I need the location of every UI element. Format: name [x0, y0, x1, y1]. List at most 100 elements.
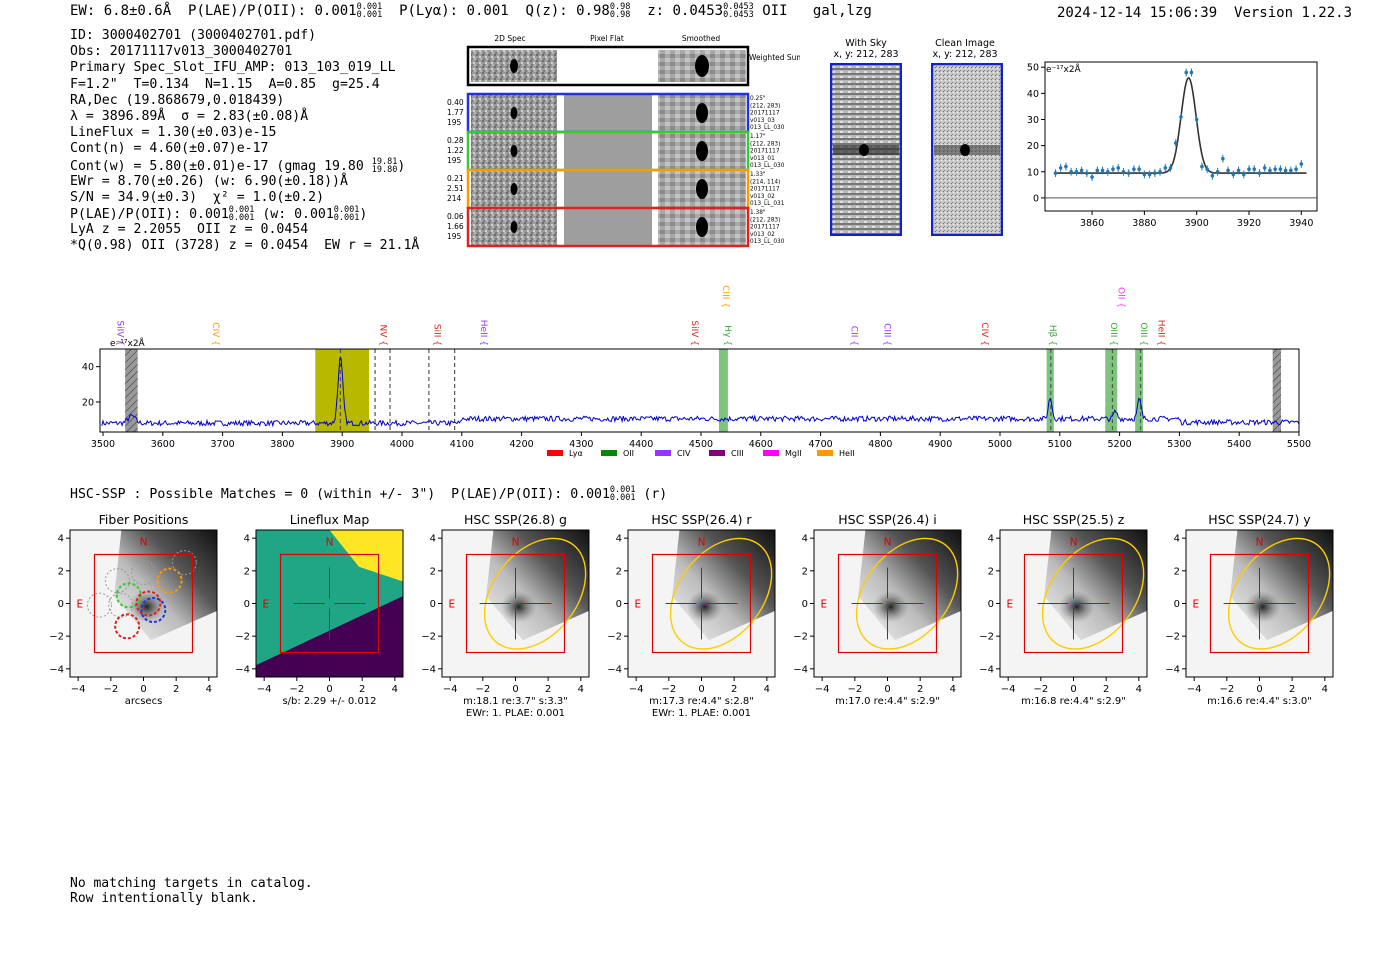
east-label: E: [820, 599, 827, 611]
footer-note: No matching targets in catalog. Row inten…: [70, 876, 313, 906]
spectrum-highlight-band: [315, 349, 370, 432]
z-line: OII: [762, 3, 788, 19]
hsc-panel-title: HSC SSP(26.4) r: [651, 512, 752, 527]
hsc-xtick-label: −2: [661, 684, 676, 695]
aperture-ellipse: [669, 537, 773, 650]
cutout-2d-source: [510, 145, 518, 157]
spectrum-xtick-label: 5000: [988, 439, 1012, 450]
search-box: [651, 553, 752, 654]
hsc-xtick-label: −4: [815, 684, 830, 695]
fit-marker: [1147, 172, 1152, 177]
cutout-panel: 2D Spec Pixel Flat Smoothed Weighted Sum…: [447, 34, 800, 248]
spectrum-line-label: OIII {: [1138, 322, 1148, 346]
legend-item: Lyα: [547, 449, 583, 458]
spectrum-line-band: [1105, 349, 1118, 432]
hsc-ytick-label: −2: [235, 632, 250, 643]
hsc-panels: Fiber Positions N E −4 −4 −2 −2 0 0 2 2 4 4 arcsecs Li…: [50, 512, 1334, 719]
hsc-xtick-label: 4: [950, 684, 956, 695]
fiber-circle: [156, 567, 183, 594]
spectrum-xtick-label: 4900: [928, 439, 952, 450]
cutout-row-meta: 1.38": [750, 210, 766, 216]
spectrum-ytick-label: 40: [82, 362, 94, 373]
fit-marker: [1163, 166, 1168, 170]
spectrum-axes-frame: [99, 348, 1300, 433]
spectrum-ylabel: e⁻¹⁷x2Å: [110, 337, 146, 349]
hsc-ytick-label: −2: [607, 632, 622, 643]
cutout-row-meta: v013_02: [750, 194, 775, 200]
hsc-ytick-label: 0: [988, 599, 994, 610]
search-box: [837, 553, 938, 654]
timestamp: 2024-12-14 15:06:39: [1057, 5, 1218, 21]
hsc-xtick-label: 0: [1256, 684, 1262, 695]
fiber-circle: [171, 550, 197, 576]
spectrum-line-label: CIV {: [979, 322, 989, 346]
cutout-row-stat: 1.77: [447, 108, 464, 117]
hsc-ytick-label: 4: [616, 534, 622, 545]
hsc-ytick-label: −4: [235, 664, 250, 675]
hsc-panel-title: Lineflux Map: [290, 512, 370, 527]
hsc-panel: HSC SSP(25.5) z N E −4 −4 −2 −2 0 0 2 2 4 4 m:16.8 re…: [979, 512, 1148, 707]
hsc-panel-title: HSC SSP(25.5) z: [1023, 512, 1125, 527]
fit-marker: [1064, 164, 1068, 169]
cutout-row-meta: v013_02: [750, 232, 775, 238]
hsc-panel-subtitle: EWr: 1. PLAE: 0.001: [652, 708, 751, 719]
fit-point: [1200, 162, 1204, 171]
info-slot: Primary Spec_Slot_IFU_AMP: 013_103_019_L…: [70, 60, 396, 76]
hsc-ytick-label: −2: [421, 632, 436, 643]
hsc-ytick-label: 0: [1174, 599, 1180, 610]
hsc-panel-subtitle: m:18.1 re:3.7" s:3.3": [463, 696, 568, 707]
cutout-row-meta: 20171117: [750, 225, 780, 231]
fit-marker: [1247, 167, 1251, 171]
spectrum-masked-band: [125, 349, 138, 432]
spectrum-ticks: 3500 3600 3700 3800 3900 4000 4100 4200 4300 4400…: [82, 362, 1311, 450]
fit-point: [1153, 169, 1157, 178]
fit-marker: [1221, 156, 1225, 161]
spectrum-line-label: CIII {: [882, 323, 892, 346]
fit-point: [1262, 163, 1267, 172]
cutout-smoothed-source: [696, 217, 708, 237]
north-label: N: [140, 536, 148, 548]
hsc-panel: HSC SSP(24.7) y N E −4 −4 −2 −2 0 0 2 2 4 4 m:16.6 re…: [1165, 512, 1334, 707]
cutout-flat: [564, 95, 652, 131]
fit-xtick-label: 3880: [1132, 218, 1156, 229]
fit-point: [1168, 163, 1173, 172]
info-lineflux: LineFlux = 1.30(±0.03)e-15: [70, 125, 277, 141]
hsc-ytick-label: 0: [616, 599, 622, 610]
fit-point: [1079, 166, 1084, 175]
hsc-panel-subtitle: m:17.3 re:4.4" s:2.8": [649, 696, 754, 707]
fit-marker: [1262, 166, 1267, 170]
aperture-ellipse: [1227, 537, 1331, 650]
hsc-ytick-label: −4: [421, 664, 436, 675]
cutout-row-stat: 195: [447, 118, 462, 127]
hsc-ytick-label: 0: [802, 599, 808, 610]
detection-info: ID: 3000402701 (3000402701.pdf) Obs: 201…: [70, 28, 419, 255]
cutout-row-meta: (212, 283): [750, 103, 780, 109]
fit-point: [1121, 167, 1126, 176]
north-label: N: [698, 536, 706, 548]
hsc-xtick-label: −2: [475, 684, 490, 695]
clean-image: [931, 63, 1003, 236]
cutout-row-meta: (214, 114): [750, 179, 780, 185]
cutout-row-meta: 20171117: [750, 187, 780, 193]
cutout-row-stat: 195: [447, 232, 462, 241]
info-contn: Cont(n) = 4.60(±0.07)e-17: [70, 141, 269, 157]
spectrum-xtick-label: 5500: [1287, 439, 1311, 450]
legend-item: HeII: [817, 449, 855, 458]
hsc-ytick-label: −2: [979, 632, 994, 643]
z-value: 0.0453: [672, 3, 724, 19]
fit-marker: [1116, 166, 1121, 170]
spectrum-line-label: HeII {: [478, 320, 488, 346]
hsc-ytick-label: 0: [430, 599, 436, 610]
hsc-ytick-label: 4: [802, 534, 808, 545]
legend-label: MgII: [785, 449, 802, 458]
hsc-xtick-label: 2: [731, 684, 737, 695]
info-fit: F=1.2" T=0.134 N=1.15 A=0.85 g=25.4: [70, 76, 380, 92]
fit-marker: [1121, 169, 1126, 174]
cutout-row-meta: 0.25": [750, 96, 766, 102]
legend-swatch: [817, 450, 833, 456]
cutout-smoothed-source: [696, 179, 708, 199]
spectrum-xtick-label: 4000: [390, 439, 414, 450]
fit-point: [1283, 166, 1288, 175]
fit-point: [1236, 166, 1241, 175]
spectrum-xtick-label: 5300: [1167, 439, 1191, 450]
